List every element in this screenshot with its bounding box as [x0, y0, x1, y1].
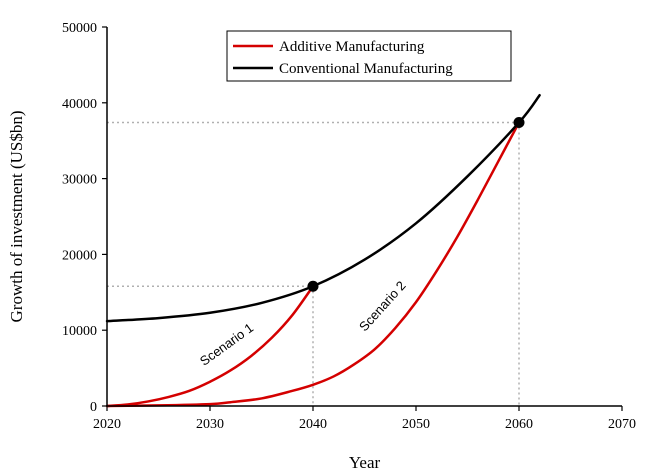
- series-layer: [105, 93, 541, 408]
- data-point-marker-1: [513, 117, 525, 129]
- y-axis-title: Growth of investment (US$bn): [7, 110, 26, 322]
- annotation-scenario-2: Scenario 2: [356, 278, 409, 334]
- series-line-additive-manufacturing-scenario-1: [105, 284, 315, 408]
- x-tick-label-2020: 2020: [93, 417, 121, 432]
- legend: Additive Manufacturing Conventional Manu…: [226, 30, 512, 82]
- marker-layer: [307, 117, 525, 292]
- x-tick-label-2040: 2040: [299, 417, 327, 432]
- x-tick-label-2070: 2070: [608, 417, 636, 432]
- legend-entry-conventional: Conventional Manufacturing: [279, 61, 453, 77]
- x-tick-label-2030: 2030: [196, 417, 224, 432]
- y-tick-label-40000: 40000: [62, 97, 97, 112]
- series-line-additive-manufacturing-scenario-2: [105, 121, 521, 408]
- legend-box: [226, 30, 512, 82]
- x-tick-label-2050: 2050: [402, 417, 430, 432]
- reference-guides: [107, 121, 520, 406]
- data-point-marker-0: [307, 280, 319, 292]
- x-axis-title: Year: [349, 453, 381, 472]
- y-tick-label-30000: 30000: [62, 173, 97, 188]
- axes: [106, 27, 622, 407]
- annotation-scenario-1: Scenario 1: [197, 320, 256, 369]
- y-tick-label-0: 0: [90, 400, 97, 415]
- legend-entry-additive: Additive Manufacturing: [279, 39, 425, 55]
- y-tick-label-50000: 50000: [62, 21, 97, 36]
- x-tick-label-2060: 2060: [505, 417, 533, 432]
- y-tick-label-20000: 20000: [62, 248, 97, 263]
- y-tick-label-10000: 10000: [62, 324, 97, 339]
- tick-layer: 2020 2030 2040 2050 2060 2070 0 10000 20000 30000…: [62, 21, 636, 432]
- series-line-conventional-manufacturing: [105, 93, 541, 323]
